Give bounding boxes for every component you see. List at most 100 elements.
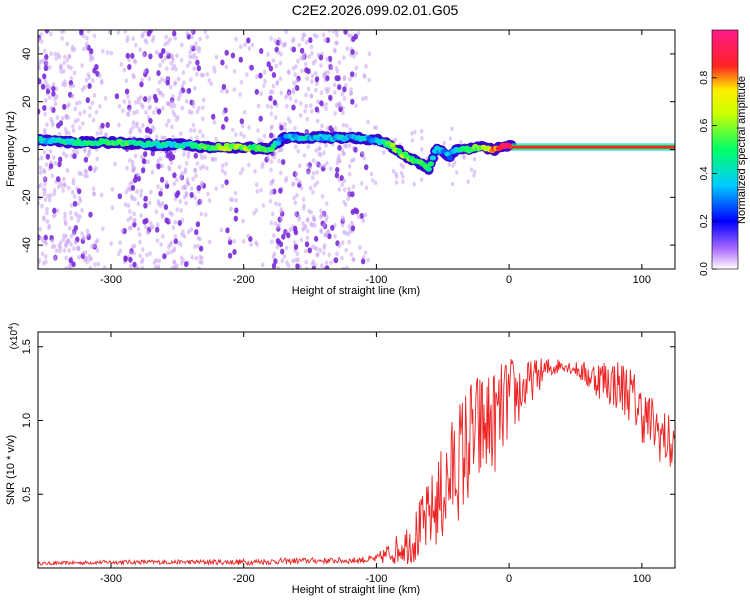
scatter-point bbox=[68, 262, 72, 268]
scatter-point bbox=[254, 88, 259, 95]
scatter-point bbox=[350, 225, 356, 232]
scatter-point bbox=[224, 116, 229, 123]
scatter-point bbox=[256, 103, 261, 109]
scatter-point bbox=[94, 239, 98, 245]
scatter-point bbox=[70, 190, 75, 195]
scatter-point bbox=[199, 211, 204, 217]
scatter-point bbox=[52, 213, 56, 219]
x-tick-label: 100 bbox=[633, 573, 651, 585]
scatter-point bbox=[193, 85, 197, 91]
scatter-point bbox=[333, 257, 339, 264]
scatter-point bbox=[187, 109, 192, 115]
scatter-point bbox=[56, 184, 61, 190]
scatter-point bbox=[279, 209, 283, 215]
scatter-point bbox=[350, 49, 355, 55]
scatter-point bbox=[314, 148, 319, 154]
scatter-point bbox=[395, 180, 399, 185]
scatter-point bbox=[284, 30, 288, 35]
scatter-point bbox=[38, 62, 41, 68]
scatter-point bbox=[337, 84, 342, 91]
scatter-point bbox=[132, 110, 136, 116]
scatter-point bbox=[227, 236, 232, 242]
colorbar-ticks: 0.0 0.2 0.4 0.6 0.8 bbox=[699, 70, 717, 276]
scatter-point bbox=[138, 128, 143, 134]
scatter-point bbox=[220, 124, 226, 130]
scatter-point bbox=[262, 69, 267, 75]
scatter-point bbox=[304, 103, 309, 109]
scatter-point bbox=[194, 229, 199, 236]
scatter-point bbox=[278, 170, 283, 176]
scatter-point bbox=[43, 48, 47, 54]
scatter-point bbox=[66, 64, 71, 70]
scatter-point bbox=[247, 125, 251, 130]
scatter-point bbox=[198, 259, 202, 265]
scatter-point bbox=[179, 174, 183, 180]
scatter-point bbox=[245, 72, 249, 78]
scatter-point bbox=[284, 178, 288, 184]
scatter-point bbox=[337, 243, 342, 249]
scatter-point bbox=[323, 232, 328, 238]
scatter-point bbox=[253, 169, 257, 174]
scatter-point bbox=[364, 185, 369, 191]
scatter-point bbox=[66, 103, 70, 109]
scatter-point bbox=[473, 169, 477, 174]
scatter-point bbox=[189, 44, 194, 50]
scatter-point bbox=[72, 194, 77, 199]
scatter-point bbox=[44, 30, 50, 34]
scatter-point bbox=[77, 188, 82, 195]
scatter-point bbox=[352, 53, 356, 59]
scatter-point bbox=[82, 109, 87, 115]
scatter-point bbox=[132, 211, 136, 217]
scatter-point bbox=[184, 161, 189, 166]
scatter-point bbox=[177, 164, 182, 170]
scatter-point bbox=[304, 40, 309, 45]
scatter-point bbox=[285, 103, 289, 109]
scatter-point bbox=[160, 76, 164, 82]
scatter-point bbox=[180, 232, 184, 238]
scatter-point bbox=[85, 173, 89, 179]
scatter-point bbox=[197, 105, 201, 111]
scatter-point bbox=[360, 258, 366, 265]
x-tick-label: -100 bbox=[365, 274, 387, 286]
y-tick-label: 1.0 bbox=[21, 413, 33, 428]
scatter-point bbox=[272, 99, 278, 106]
scatter-point bbox=[45, 153, 51, 160]
snr-line bbox=[38, 358, 675, 567]
scatter-point bbox=[342, 55, 346, 60]
scatter-point bbox=[326, 69, 331, 75]
scatter-point bbox=[173, 234, 178, 239]
scatter-point bbox=[156, 163, 161, 170]
scatter-point bbox=[295, 193, 299, 198]
scatter-point bbox=[340, 222, 345, 228]
scatter-point bbox=[143, 195, 148, 202]
scatter-point bbox=[333, 111, 337, 116]
scatter-point bbox=[186, 229, 191, 235]
scatter-point bbox=[315, 170, 320, 175]
scatter-point bbox=[170, 66, 175, 72]
scatter-point bbox=[223, 170, 227, 176]
scatter-point bbox=[172, 259, 176, 265]
scatter-point bbox=[169, 61, 173, 66]
scatter-point bbox=[234, 197, 238, 203]
scatter-point bbox=[57, 131, 62, 137]
scatter-point bbox=[309, 103, 313, 109]
colorbar-tick-label: 0.4 bbox=[699, 166, 710, 180]
scatter-point bbox=[394, 171, 398, 177]
scatter-point bbox=[163, 204, 169, 211]
scatter-point bbox=[43, 181, 47, 187]
scatter-point bbox=[132, 250, 136, 256]
scatter-point bbox=[141, 158, 147, 165]
scatter-point bbox=[98, 73, 102, 79]
scatter-point bbox=[124, 189, 129, 195]
y-tick-label: 1.5 bbox=[21, 339, 33, 354]
scatter-point bbox=[306, 162, 310, 168]
scatter-point bbox=[420, 136, 424, 141]
scatter-point bbox=[61, 188, 65, 193]
scatter-point bbox=[164, 34, 168, 40]
scatter-point bbox=[117, 193, 123, 200]
colorbar-gradient bbox=[711, 29, 739, 270]
scatter-point bbox=[209, 81, 214, 87]
scatter-point bbox=[63, 215, 67, 221]
scatter-point bbox=[184, 200, 188, 206]
scatter-point bbox=[322, 245, 327, 251]
